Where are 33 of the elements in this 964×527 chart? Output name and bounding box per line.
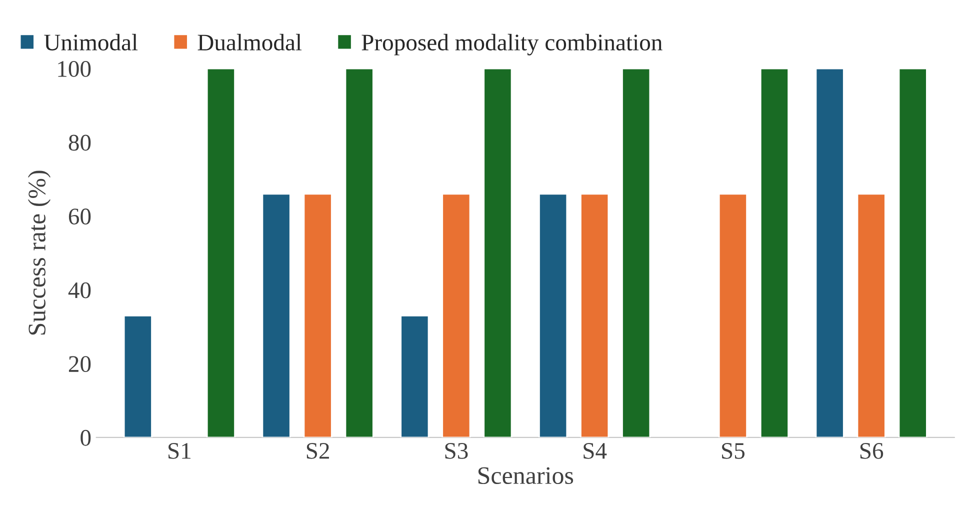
y-tick-label: 100	[58, 61, 91, 77]
y-tick-label: 20	[68, 356, 91, 372]
x-tick-label: S5	[722, 443, 744, 459]
y-tick-label: 0	[80, 430, 91, 446]
bar	[898, 68, 928, 438]
y-tick-label: 40	[68, 282, 91, 298]
bar	[262, 193, 291, 438]
bar	[538, 193, 568, 438]
bar	[718, 193, 748, 438]
bar	[206, 68, 236, 438]
bar	[622, 68, 651, 438]
bar	[344, 68, 374, 438]
bar	[123, 314, 152, 438]
x-tick-label: S6	[860, 443, 884, 459]
x-tick-label: S1	[168, 443, 190, 459]
x-tick-label: S3	[445, 443, 468, 459]
y-axis-title: Success rate (%)	[28, 170, 51, 335]
bar	[815, 68, 844, 438]
x-axis-title: Scenarios	[478, 467, 574, 484]
x-tick-label: S2	[306, 443, 329, 459]
y-tick-label: 80	[68, 134, 91, 151]
bar	[856, 193, 886, 438]
bar	[580, 193, 610, 438]
legend-label: Unimodal	[44, 34, 138, 51]
legend-label: Dualmodal	[198, 34, 302, 51]
bar	[483, 68, 512, 438]
x-tick-label: S4	[584, 443, 607, 459]
bar	[442, 193, 471, 438]
bar	[760, 68, 789, 438]
legend-label: Proposed modality combination	[362, 34, 662, 56]
y-tick-label: 60	[68, 208, 91, 224]
bar	[400, 314, 430, 438]
bar	[303, 193, 332, 438]
